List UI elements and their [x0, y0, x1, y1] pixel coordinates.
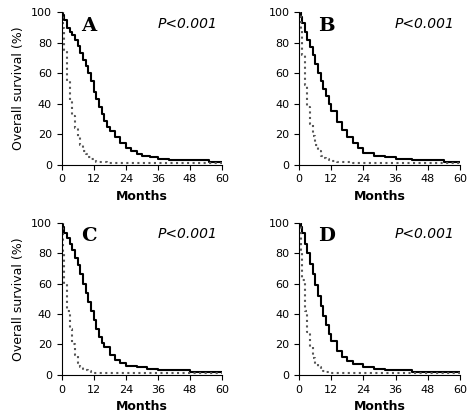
- Text: D: D: [319, 227, 336, 245]
- Text: P<0.001: P<0.001: [157, 227, 218, 241]
- Text: C: C: [81, 227, 97, 245]
- Text: A: A: [81, 17, 96, 35]
- X-axis label: Months: Months: [116, 190, 168, 203]
- X-axis label: Months: Months: [354, 190, 405, 203]
- Text: P<0.001: P<0.001: [157, 17, 218, 31]
- Text: P<0.001: P<0.001: [395, 227, 455, 241]
- Text: P<0.001: P<0.001: [395, 17, 455, 31]
- X-axis label: Months: Months: [354, 400, 405, 412]
- Y-axis label: Overall survival (%): Overall survival (%): [12, 27, 25, 150]
- Y-axis label: Overall survival (%): Overall survival (%): [12, 237, 25, 360]
- Text: B: B: [319, 17, 335, 35]
- X-axis label: Months: Months: [116, 400, 168, 412]
